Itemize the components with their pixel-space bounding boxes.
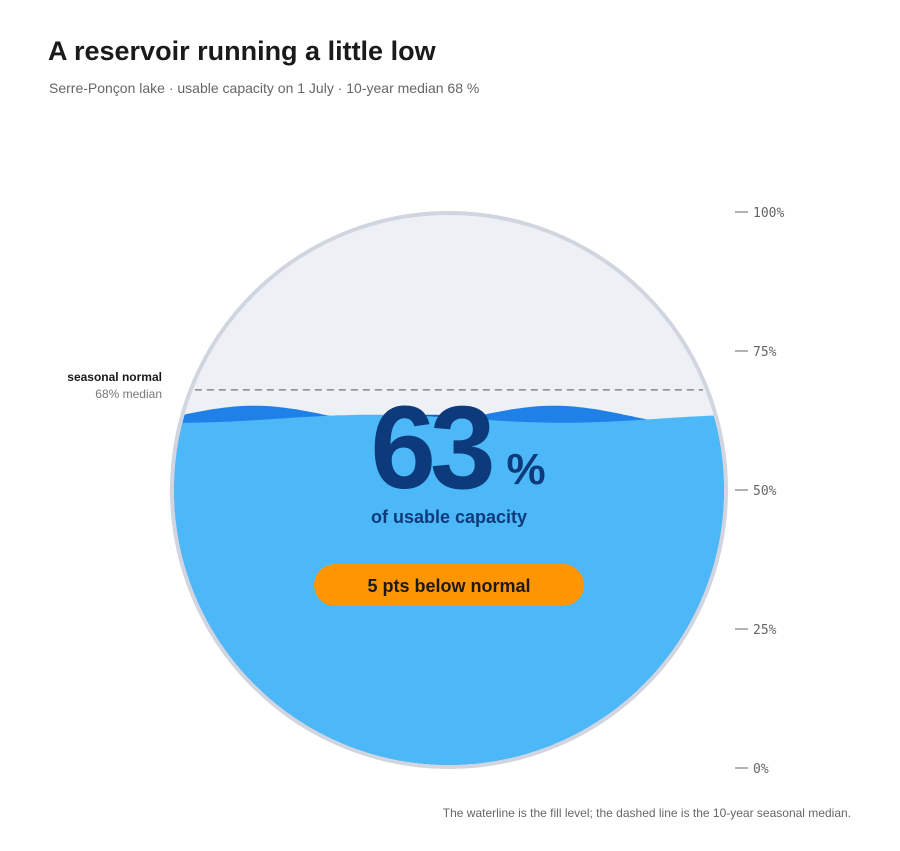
- chart-title: A reservoir running a little low: [48, 36, 436, 66]
- delta-badge-label: 5 pts below normal: [367, 576, 530, 596]
- capacity-axis: 0% 25% 50% 75% 100%: [735, 206, 784, 777]
- fill-value-label: of usable capacity: [371, 507, 527, 527]
- seasonal-normal-title: seasonal normal: [67, 370, 162, 384]
- seasonal-normal-annotation: seasonal normal 68% median: [67, 370, 162, 401]
- fill-value-unit: %: [506, 445, 545, 494]
- gauge-rim: [170, 211, 728, 769]
- axis-tick-label-50: 50%: [753, 484, 777, 499]
- axis-tick-label-0: 0%: [753, 762, 769, 777]
- axis-tick-label-75: 75%: [753, 345, 777, 360]
- axis-tick-label-100: 100%: [753, 206, 784, 221]
- axis-tick-label-25: 25%: [753, 623, 777, 638]
- delta-badge: [314, 564, 584, 606]
- fill-value: 63: [370, 382, 492, 514]
- seasonal-normal-median: 68% median: [95, 387, 162, 401]
- chart-caption: The waterline is the fill level; the das…: [442, 806, 851, 820]
- chart-subtitle: Serre-Ponçon lake · usable capacity on 1…: [49, 80, 480, 96]
